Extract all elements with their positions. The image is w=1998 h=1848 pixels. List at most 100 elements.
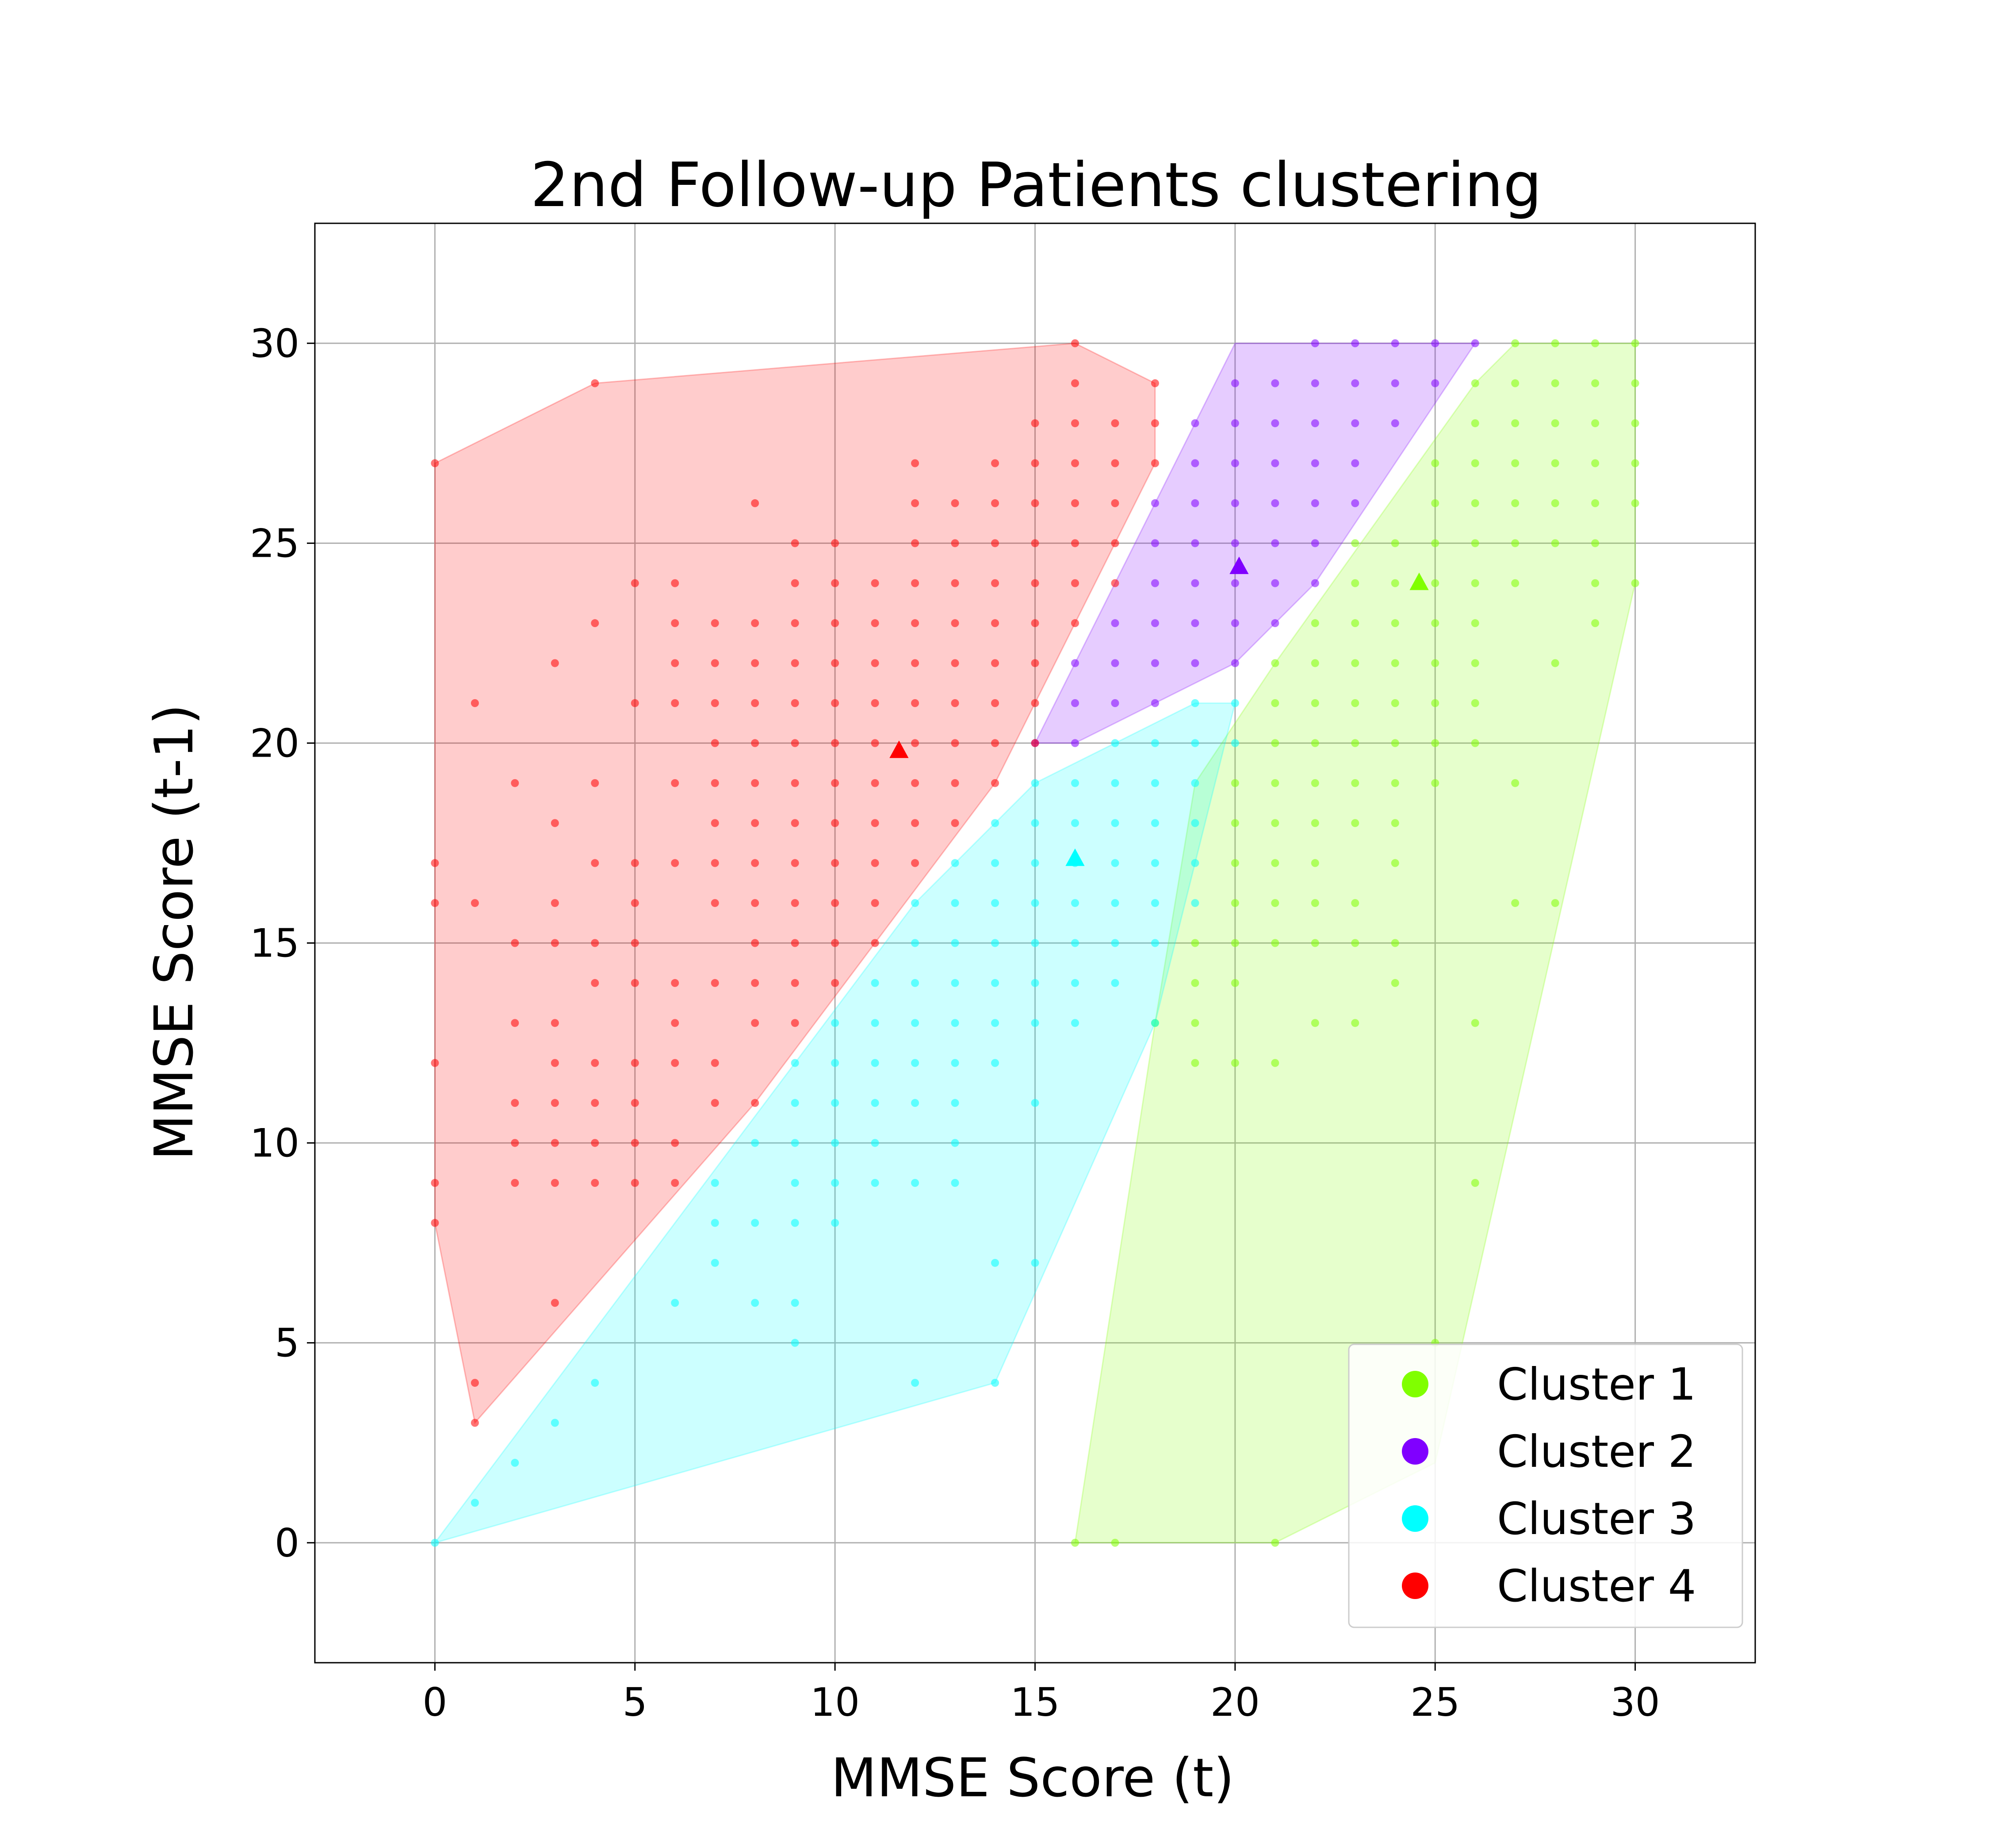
cluster-2-point bbox=[1271, 539, 1279, 547]
cluster-3-point bbox=[1071, 1019, 1079, 1027]
cluster-4-point bbox=[551, 899, 559, 907]
cluster-1-point bbox=[1551, 659, 1559, 667]
cluster-3-point bbox=[911, 1179, 919, 1187]
cluster-3-point bbox=[951, 939, 959, 947]
cluster-3-point bbox=[831, 1019, 839, 1027]
cluster-2-point bbox=[1191, 419, 1199, 428]
cluster-1-point bbox=[1551, 459, 1559, 467]
cluster-3-point bbox=[1231, 739, 1239, 747]
cluster-4-point bbox=[991, 499, 999, 507]
cluster-2-point bbox=[1191, 499, 1199, 507]
cluster-1-point bbox=[1631, 499, 1639, 507]
cluster-4-point bbox=[431, 859, 439, 867]
cluster-1-point bbox=[1591, 459, 1600, 467]
cluster-4-point bbox=[551, 939, 559, 947]
cluster-4-point bbox=[1031, 579, 1039, 587]
cluster-3-point bbox=[1031, 979, 1039, 987]
cluster-4-point bbox=[1151, 379, 1159, 387]
cluster-2-point bbox=[1351, 419, 1359, 428]
cluster-3-point bbox=[591, 1379, 599, 1387]
cluster-4-point bbox=[791, 659, 799, 667]
cluster-3-point bbox=[871, 979, 879, 987]
cluster-4-point bbox=[991, 739, 999, 747]
cluster-4-point bbox=[871, 659, 879, 667]
cluster-2-point bbox=[1191, 459, 1199, 467]
cluster-4-point bbox=[751, 979, 759, 987]
cluster-1-point bbox=[1231, 779, 1239, 787]
cluster-3-point bbox=[1031, 1259, 1039, 1267]
cluster-4-point bbox=[831, 979, 839, 987]
cluster-centroids bbox=[889, 556, 1429, 866]
cluster-3-point bbox=[1071, 979, 1079, 987]
legend-label-cluster-3: Cluster 3 bbox=[1497, 1493, 1696, 1545]
cluster-4-point bbox=[951, 499, 959, 507]
cluster-4-point bbox=[951, 819, 959, 827]
cluster-3-point bbox=[1031, 1019, 1039, 1027]
cluster-3-point bbox=[991, 1019, 999, 1027]
cluster-1-point bbox=[1511, 899, 1520, 907]
cluster-1-point bbox=[1391, 659, 1399, 667]
cluster-4-point bbox=[751, 659, 759, 667]
cluster-1-point bbox=[1271, 819, 1279, 827]
cluster-4-point bbox=[791, 539, 799, 547]
cluster-4-point bbox=[511, 779, 519, 787]
x-tick-label: 15 bbox=[1010, 1680, 1060, 1725]
cluster-3-point bbox=[1151, 779, 1159, 787]
cluster-2-point bbox=[1191, 539, 1199, 547]
cluster-1-point bbox=[1191, 1019, 1199, 1027]
cluster-4-point bbox=[631, 979, 639, 987]
cluster-3-point bbox=[1111, 939, 1119, 947]
cluster-1-point bbox=[1351, 819, 1359, 827]
cluster-3-point bbox=[1111, 739, 1119, 747]
cluster-3-point bbox=[911, 1099, 919, 1107]
cluster-1-point bbox=[1511, 539, 1520, 547]
cluster-4-point bbox=[751, 739, 759, 747]
cluster-4-point bbox=[711, 699, 719, 707]
y-tick-label: 0 bbox=[275, 1520, 299, 1566]
cluster-4-point bbox=[551, 1099, 559, 1107]
cluster-4-point bbox=[631, 899, 639, 907]
cluster-2-point bbox=[1271, 459, 1279, 467]
cluster-2-point bbox=[1351, 379, 1359, 387]
cluster-1-point bbox=[1591, 419, 1600, 428]
cluster-2-point bbox=[1231, 619, 1239, 627]
cluster-4-point bbox=[831, 899, 839, 907]
cluster-4-point bbox=[911, 499, 919, 507]
cluster-3-centroid bbox=[1065, 848, 1085, 866]
cluster-1-point bbox=[1511, 779, 1520, 787]
cluster-3-point bbox=[951, 1059, 959, 1067]
cluster-4-point bbox=[791, 699, 799, 707]
cluster-1-point bbox=[1591, 379, 1600, 387]
cluster-2-point bbox=[1431, 339, 1439, 348]
legend-marker-cluster-3 bbox=[1402, 1505, 1428, 1532]
cluster-1-point bbox=[1271, 779, 1279, 787]
cluster-3-point bbox=[871, 1179, 879, 1187]
cluster-4-point bbox=[551, 1059, 559, 1067]
cluster-3-point bbox=[551, 1419, 559, 1427]
cluster-2-point bbox=[1151, 659, 1159, 667]
cluster-1-point bbox=[1351, 619, 1359, 627]
cluster-4-point bbox=[711, 779, 719, 787]
cluster-4-point bbox=[431, 899, 439, 907]
cluster-2-point bbox=[1311, 459, 1319, 467]
cluster-4-point bbox=[711, 619, 719, 627]
cluster-4-point bbox=[591, 1139, 599, 1147]
cluster-2-point bbox=[1111, 699, 1119, 707]
cluster-2-point bbox=[1271, 419, 1279, 428]
cluster-3-point bbox=[991, 819, 999, 827]
cluster-4-point bbox=[631, 1179, 639, 1187]
cluster-4-point bbox=[871, 699, 879, 707]
cluster-3-point bbox=[791, 1099, 799, 1107]
cluster-4-point bbox=[951, 779, 959, 787]
cluster-1-point bbox=[1511, 379, 1520, 387]
cluster-3-point bbox=[1031, 779, 1039, 787]
cluster-4-point bbox=[791, 979, 799, 987]
cluster-4-point bbox=[631, 1099, 639, 1107]
cluster-3-point bbox=[1151, 1019, 1159, 1027]
cluster-3-point bbox=[991, 939, 999, 947]
cluster-4-point bbox=[511, 939, 519, 947]
cluster-4-point bbox=[791, 1019, 799, 1027]
cluster-3-point bbox=[1111, 779, 1119, 787]
cluster-4-point bbox=[591, 859, 599, 867]
